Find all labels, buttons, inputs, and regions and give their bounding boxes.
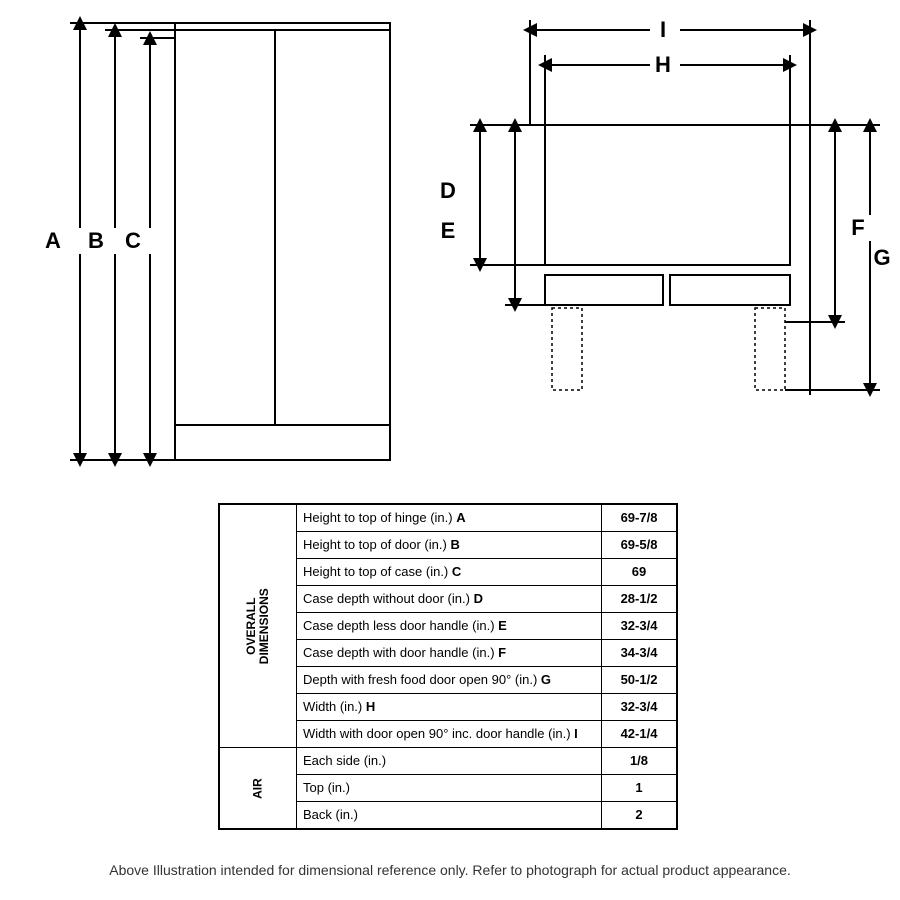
front-view-diagram: A B C A B C: [10, 10, 430, 480]
dim-label: Case depth without door (in.) D: [297, 586, 602, 613]
dim-label: Depth with fresh food door open 90° (in.…: [297, 667, 602, 694]
dim-value: 50-1/2: [602, 667, 678, 694]
dim-label: Height to top of hinge (in.) A: [297, 504, 602, 532]
table-row: OVERALLDIMENSIONSHeight to top of hinge …: [219, 504, 677, 532]
svg-text:C: C: [125, 228, 141, 253]
dim-value: 69: [602, 559, 678, 586]
svg-text:A: A: [45, 228, 61, 253]
dim-value: 28-1/2: [602, 586, 678, 613]
dim-value: 42-1/4: [602, 721, 678, 748]
top-view-diagram: I H D E F G G: [420, 10, 890, 440]
svg-text:G: G: [873, 245, 890, 270]
case-top: [545, 125, 790, 305]
label-i: I: [660, 17, 666, 42]
label-h: H: [655, 52, 671, 77]
dim-label: Height to top of case (in.) C: [297, 559, 602, 586]
footnote-text: Above Illustration intended for dimensio…: [0, 862, 900, 878]
dim-value: 32-3/4: [602, 613, 678, 640]
dim-value: 32-3/4: [602, 694, 678, 721]
label-d: D: [440, 178, 456, 203]
dim-value: 1/8: [602, 748, 678, 775]
group-overall: OVERALLDIMENSIONS: [219, 504, 297, 748]
dim-value: 1: [602, 775, 678, 802]
dim-value: 34-3/4: [602, 640, 678, 667]
group-air: AIR: [219, 748, 297, 830]
cabinet-front: [175, 23, 390, 460]
table-row: AIREach side (in.)1/8: [219, 748, 677, 775]
dim-value: 2: [602, 802, 678, 830]
dim-label: Height to top of door (in.) B: [297, 532, 602, 559]
dimensions-table: OVERALLDIMENSIONSHeight to top of hinge …: [218, 503, 678, 830]
dim-label: Top (in.): [297, 775, 602, 802]
label-f: F: [851, 215, 864, 240]
label-e: E: [441, 218, 456, 243]
dim-label: Width (in.) H: [297, 694, 602, 721]
dim-value: 69-7/8: [602, 504, 678, 532]
dim-label: Width with door open 90° inc. door handl…: [297, 721, 602, 748]
dim-label: Each side (in.): [297, 748, 602, 775]
dim-label: Back (in.): [297, 802, 602, 830]
dim-value: 69-5/8: [602, 532, 678, 559]
svg-text:B: B: [88, 228, 104, 253]
dim-label: Case depth less door handle (in.) E: [297, 613, 602, 640]
dim-label: Case depth with door handle (in.) F: [297, 640, 602, 667]
